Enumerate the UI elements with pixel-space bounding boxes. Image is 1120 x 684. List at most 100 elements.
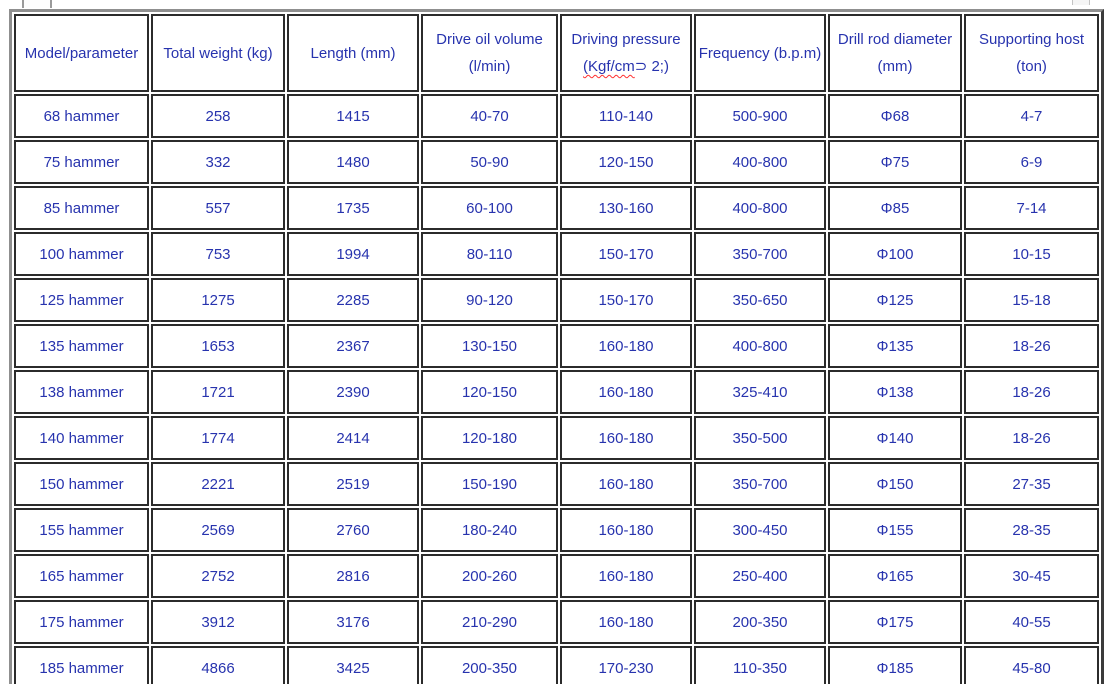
value-cell: 2390 [287, 370, 419, 414]
value-cell: 150-170 [560, 232, 692, 276]
value-cell: 350-500 [694, 416, 826, 460]
value-cell: 1735 [287, 186, 419, 230]
value-cell: 2285 [287, 278, 419, 322]
model-cell: 140 hammer [14, 416, 149, 460]
value-cell: 400-800 [694, 324, 826, 368]
value-cell: 2367 [287, 324, 419, 368]
value-cell: 2760 [287, 508, 419, 552]
model-cell: 155 hammer [14, 508, 149, 552]
model-cell: 68 hammer [14, 94, 149, 138]
value-cell: 400-800 [694, 186, 826, 230]
value-cell: 4866 [151, 646, 285, 684]
value-cell: Φ135 [828, 324, 962, 368]
value-cell: 120-150 [560, 140, 692, 184]
table-row: 185 hammer 4866 3425 200-350 170-230 110-350 Φ… [14, 646, 1099, 684]
value-cell: 1480 [287, 140, 419, 184]
value-cell: 1275 [151, 278, 285, 322]
value-cell: 110-140 [560, 94, 692, 138]
column-header: Model/parameter [14, 14, 149, 92]
value-cell: 1653 [151, 324, 285, 368]
value-cell: 2221 [151, 462, 285, 506]
cropped-cell-artifact-right [1072, 0, 1090, 5]
table-row: 100 hammer 753 1994 80-110 150-170 350-700 Φ10… [14, 232, 1099, 276]
table-row: 155 hammer 2569 2760 180-240 160-180 300-450 Φ… [14, 508, 1099, 552]
table-row: 140 hammer 1774 2414 120-180 160-180 350-500 Φ… [14, 416, 1099, 460]
model-cell: 85 hammer [14, 186, 149, 230]
value-cell: 1415 [287, 94, 419, 138]
value-cell: 300-450 [694, 508, 826, 552]
value-cell: 332 [151, 140, 285, 184]
value-cell: 7-14 [964, 186, 1099, 230]
value-cell: 130-160 [560, 186, 692, 230]
value-cell: 350-700 [694, 232, 826, 276]
table-row: 150 hammer 2221 2519 150-190 160-180 350-700 Φ… [14, 462, 1099, 506]
value-cell: 753 [151, 232, 285, 276]
model-cell: 150 hammer [14, 462, 149, 506]
hammer-spec-table: Model/parameter Total weight (kg) Length (… [9, 9, 1104, 684]
value-cell: 80-110 [421, 232, 558, 276]
value-cell: 1721 [151, 370, 285, 414]
column-header: Length (mm) [287, 14, 419, 92]
value-cell: 160-180 [560, 370, 692, 414]
value-cell: 250-400 [694, 554, 826, 598]
value-cell: 120-180 [421, 416, 558, 460]
model-cell: 185 hammer [14, 646, 149, 684]
column-header: Supporting host (ton) [964, 14, 1099, 92]
value-cell: 2752 [151, 554, 285, 598]
value-cell: Φ75 [828, 140, 962, 184]
table-row: 68 hammer 258 1415 40-70 110-140 500-900 Φ68 4-… [14, 94, 1099, 138]
value-cell: 150-170 [560, 278, 692, 322]
value-cell: Φ125 [828, 278, 962, 322]
value-cell: 130-150 [421, 324, 558, 368]
column-header: Drill rod diameter (mm) [828, 14, 962, 92]
value-cell: 2414 [287, 416, 419, 460]
value-cell: 45-80 [964, 646, 1099, 684]
value-cell: Φ68 [828, 94, 962, 138]
value-cell: Φ138 [828, 370, 962, 414]
value-cell: 27-35 [964, 462, 1099, 506]
table-row: 125 hammer 1275 2285 90-120 150-170 350-650 Φ1… [14, 278, 1099, 322]
value-cell: 160-180 [560, 462, 692, 506]
value-cell: 2519 [287, 462, 419, 506]
value-cell: 200-350 [694, 600, 826, 644]
value-cell: 3425 [287, 646, 419, 684]
value-cell: 6-9 [964, 140, 1099, 184]
model-cell: 175 hammer [14, 600, 149, 644]
column-header: Drive oil volume (l/min) [421, 14, 558, 92]
value-cell: 18-26 [964, 324, 1099, 368]
table-row: 135 hammer 1653 2367 130-150 160-180 400-800 Φ… [14, 324, 1099, 368]
model-cell: 75 hammer [14, 140, 149, 184]
model-cell: 100 hammer [14, 232, 149, 276]
value-cell: 350-650 [694, 278, 826, 322]
value-cell: 160-180 [560, 508, 692, 552]
table-row: 75 hammer 332 1480 50-90 120-150 400-800 Φ75 6-… [14, 140, 1099, 184]
value-cell: 160-180 [560, 600, 692, 644]
value-cell: 500-900 [694, 94, 826, 138]
value-cell: 400-800 [694, 140, 826, 184]
value-cell: 160-180 [560, 324, 692, 368]
value-cell: Φ175 [828, 600, 962, 644]
value-cell: 1774 [151, 416, 285, 460]
value-cell: 3176 [287, 600, 419, 644]
value-cell: 2569 [151, 508, 285, 552]
value-cell: 2816 [287, 554, 419, 598]
model-cell: 135 hammer [14, 324, 149, 368]
value-cell: 160-180 [560, 554, 692, 598]
model-cell: 125 hammer [14, 278, 149, 322]
value-cell: 170-230 [560, 646, 692, 684]
value-cell: 15-18 [964, 278, 1099, 322]
value-cell: Φ100 [828, 232, 962, 276]
value-cell: Φ150 [828, 462, 962, 506]
model-cell: 138 hammer [14, 370, 149, 414]
value-cell: Φ185 [828, 646, 962, 684]
value-cell: 258 [151, 94, 285, 138]
value-cell: Φ155 [828, 508, 962, 552]
value-cell: 200-260 [421, 554, 558, 598]
value-cell: 3912 [151, 600, 285, 644]
value-cell: 90-120 [421, 278, 558, 322]
value-cell: Φ140 [828, 416, 962, 460]
value-cell: 4-7 [964, 94, 1099, 138]
column-header: Driving pressure (Kgf/cm⊃ 2;) [560, 14, 692, 92]
value-cell: 60-100 [421, 186, 558, 230]
value-cell: 210-290 [421, 600, 558, 644]
